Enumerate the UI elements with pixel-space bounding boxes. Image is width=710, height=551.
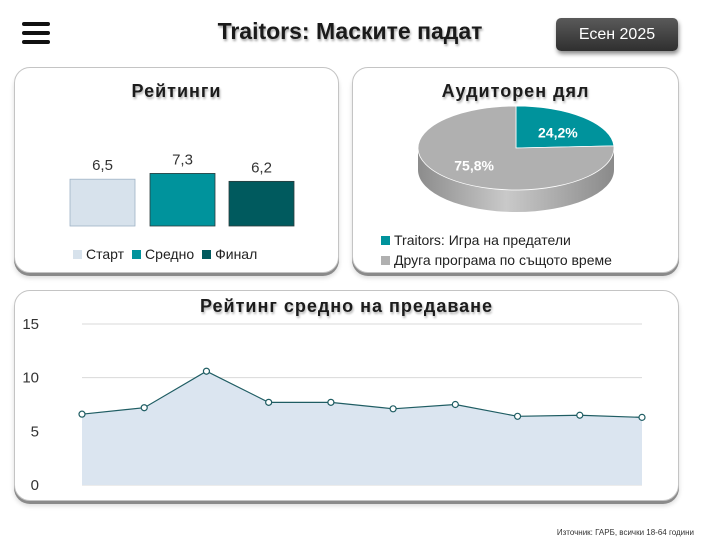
- y-tick-label: 15: [22, 316, 39, 333]
- trend-line: [81, 370, 643, 418]
- trend-point: [202, 367, 211, 375]
- pie-slice-1: [515, 105, 615, 149]
- page-title: Traitors: Маските падат: [217, 18, 483, 44]
- legend-label: Старт: [86, 246, 125, 262]
- trend-point: [265, 398, 273, 406]
- trend-title: Рейтинг средно на предаване: [199, 296, 494, 316]
- share-title: Аудиторен дял: [441, 81, 590, 101]
- legend-item: Traitors: Игра на предатели: [381, 232, 612, 248]
- share-pie-chart: 24,2% 75,8%: [417, 105, 615, 212]
- legend-item: Друга програма по същото време: [381, 252, 612, 268]
- trend-panel: Рейтинг средно на предаване 0 5 10 15: [14, 290, 679, 501]
- ratings-bar-chart: 6,5 7,3 6,2: [69, 151, 295, 227]
- menu-icon[interactable]: [22, 22, 50, 44]
- share-legend: Traitors: Игра на предатели Друга програм…: [381, 232, 612, 272]
- legend-swatch: [381, 236, 390, 245]
- ratings-title: Рейтинги: [131, 81, 222, 101]
- bar-3: [228, 180, 295, 227]
- trend-point: [78, 410, 86, 418]
- legend-item: Средно: [132, 246, 194, 262]
- trend-point: [638, 413, 646, 421]
- legend-swatch: [202, 250, 212, 259]
- trend-point: [451, 400, 459, 409]
- legend-item: Старт: [73, 246, 124, 262]
- bar-1: [69, 178, 136, 227]
- share-panel: Аудиторен дял 24,2% 75,8% Traitors: Игра …: [352, 67, 679, 273]
- legend-swatch: [73, 250, 82, 259]
- pie-depth: [418, 148, 614, 212]
- trend-point: [327, 398, 335, 406]
- pie-slice-2: [417, 105, 615, 191]
- ratings-panel: Рейтинги 6,5 7,3 6,2 Старт Средно Финал: [14, 67, 339, 273]
- legend-label: Traitors: Игра на предатели: [394, 232, 571, 248]
- legend-item: Финал: [202, 246, 257, 262]
- legend-swatch: [381, 256, 390, 265]
- legend-label: Финал: [215, 246, 258, 262]
- ratings-legend: Старт Средно Финал: [73, 246, 265, 262]
- trend-point: [389, 405, 397, 413]
- legend-swatch: [132, 250, 142, 259]
- bar-value-label: 7,3: [172, 151, 193, 168]
- y-tick-label: 5: [31, 423, 39, 440]
- bar-2: [149, 173, 216, 227]
- trend-area-chart: 0 5 10 15: [22, 316, 646, 494]
- bar-value-label: 6,2: [251, 159, 272, 176]
- pie-value-label: 24,2%: [538, 124, 578, 140]
- bar-value-label: 6,5: [92, 157, 113, 174]
- y-tick-label: 10: [22, 370, 39, 387]
- trend-area: [82, 371, 642, 485]
- legend-label: Средно: [145, 246, 195, 262]
- y-tick-label: 0: [31, 477, 39, 494]
- trend-point: [576, 411, 584, 419]
- trend-point: [140, 404, 148, 412]
- source-note: Източник: ГАРБ, всички 18-64 години: [556, 528, 694, 537]
- pie-value-label: 75,8%: [454, 158, 494, 174]
- legend-label: Друга програма по същото време: [394, 252, 612, 268]
- season-button[interactable]: Есен 2025: [556, 18, 678, 51]
- trend-point: [513, 412, 522, 420]
